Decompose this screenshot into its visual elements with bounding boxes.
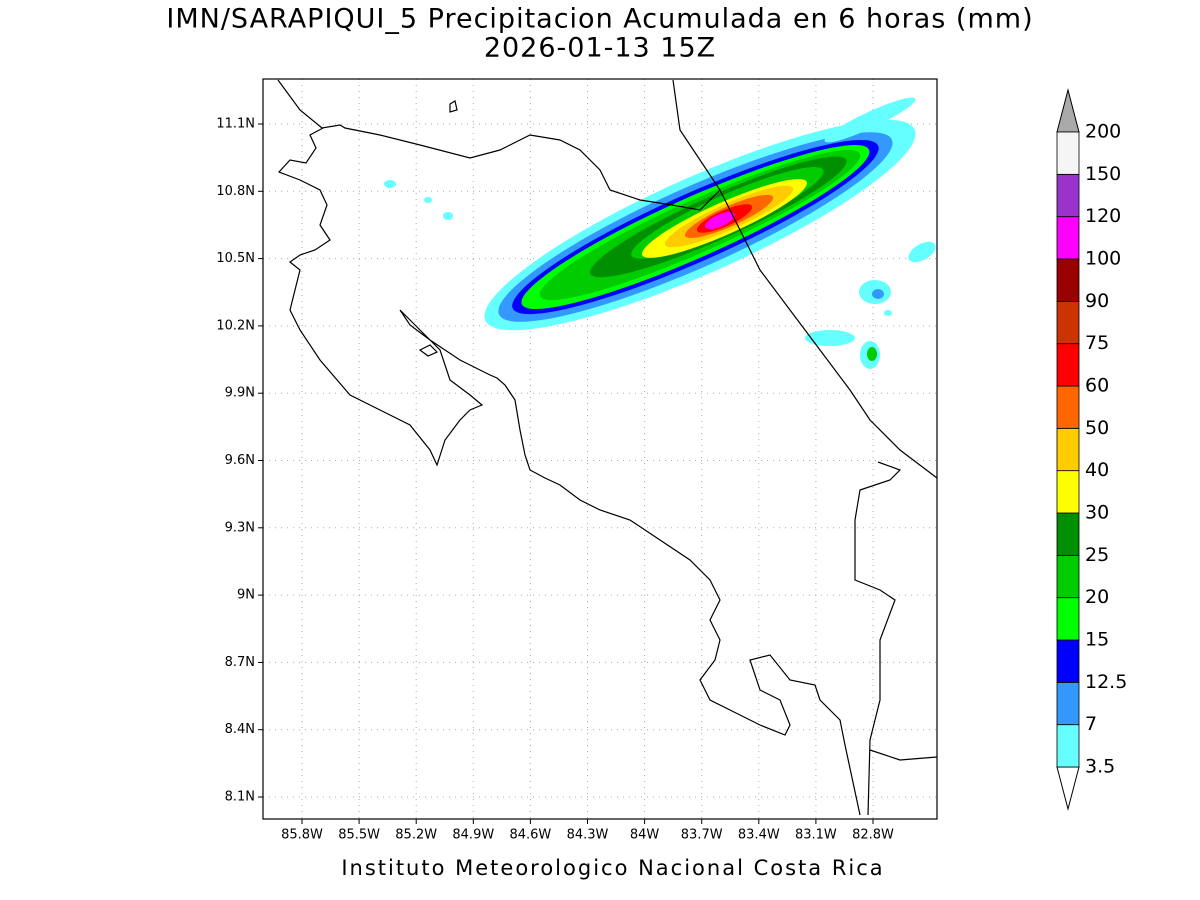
colorbar-label: 3.5 xyxy=(1085,756,1115,778)
colorbar-box xyxy=(1056,512,1080,556)
colorbar-label: 100 xyxy=(1085,248,1121,270)
colorbar-label: 20 xyxy=(1085,586,1109,608)
x-tick-label: 83.1W xyxy=(795,828,837,843)
x-tick-label: 84.9W xyxy=(452,828,494,843)
y-tick-label: 9.9N xyxy=(225,386,255,401)
x-tick-label: 84W xyxy=(630,828,660,843)
x-tick-label: 84.3W xyxy=(567,828,609,843)
x-tick-label: 85.5W xyxy=(338,828,380,843)
y-tick-label: 10.2N xyxy=(216,318,255,333)
y-tick-label: 8.1N xyxy=(225,790,255,805)
x-tick-label: 85.8W xyxy=(281,828,323,843)
colorbar-label: 60 xyxy=(1085,375,1109,397)
colorbar-under-triangle xyxy=(1056,766,1080,811)
coastlines xyxy=(277,79,938,816)
footer: Instituto Meteorologico Nacional Costa R… xyxy=(341,856,884,880)
y-tick-label: 8.7N xyxy=(225,655,255,670)
y-tick-label: 10.5N xyxy=(216,251,255,266)
precipitation-field xyxy=(384,97,936,369)
colorbar-box xyxy=(1056,554,1080,599)
colorbar-label: 120 xyxy=(1085,205,1121,227)
colorbar-box xyxy=(1056,681,1080,726)
colorbar-label: 12.5 xyxy=(1085,671,1127,693)
colorbar-box xyxy=(1056,131,1080,175)
x-tick-label: 82.8W xyxy=(852,828,894,843)
colorbar-label: 75 xyxy=(1085,332,1109,354)
grid: 85.8W 85.5W 85.2W 84.9W 84.6W 84.3W 84W 83.7W 83… xyxy=(216,79,937,843)
colorbar: 3.5 7 12.5 15 20 25 30 40 50 60 75 90 100 120 150 200 xyxy=(1056,88,1127,811)
colorbar-over-triangle xyxy=(1056,88,1080,133)
x-tick-label: 83.7W xyxy=(681,828,723,843)
map-frame xyxy=(262,78,938,820)
colorbar-box xyxy=(1056,258,1080,302)
title: IMN/SARAPIQUI_5 Precipitacion Acumulada … xyxy=(166,4,1033,35)
colorbar-label: 40 xyxy=(1085,459,1109,481)
colorbar-label: 7 xyxy=(1085,713,1097,735)
colorbar-box xyxy=(1056,300,1080,345)
colorbar-label: 30 xyxy=(1085,502,1109,524)
colorbar-label: 90 xyxy=(1085,290,1109,312)
colorbar-label: 15 xyxy=(1085,629,1109,651)
colorbar-label: 150 xyxy=(1085,163,1121,185)
colorbar-label: 25 xyxy=(1085,544,1109,566)
colorbar-box xyxy=(1056,597,1080,641)
colorbar-box xyxy=(1056,385,1080,429)
colorbar-box xyxy=(1056,724,1080,768)
colorbar-box xyxy=(1056,173,1080,218)
colorbar-box xyxy=(1056,216,1080,260)
y-tick-label: 11.1N xyxy=(216,117,255,132)
x-tick-label: 84.6W xyxy=(509,828,551,843)
x-tick-label: 83.4W xyxy=(738,828,780,843)
y-tick-label: 9.6N xyxy=(225,453,255,468)
colorbar-label: 200 xyxy=(1085,121,1121,143)
y-tick-label: 10.8N xyxy=(216,184,255,199)
y-tick-label: 9N xyxy=(237,588,255,603)
colorbar-box xyxy=(1056,639,1080,683)
subtitle: 2026-01-13 15Z xyxy=(484,33,716,64)
x-tick-label: 85.2W xyxy=(395,828,437,843)
y-tick-label: 9.3N xyxy=(225,520,255,535)
colorbar-box xyxy=(1056,427,1080,472)
colorbar-box xyxy=(1056,470,1080,514)
colorbar-label: 50 xyxy=(1085,417,1109,439)
colorbar-box xyxy=(1056,343,1080,387)
y-tick-label: 8.4N xyxy=(225,722,255,737)
